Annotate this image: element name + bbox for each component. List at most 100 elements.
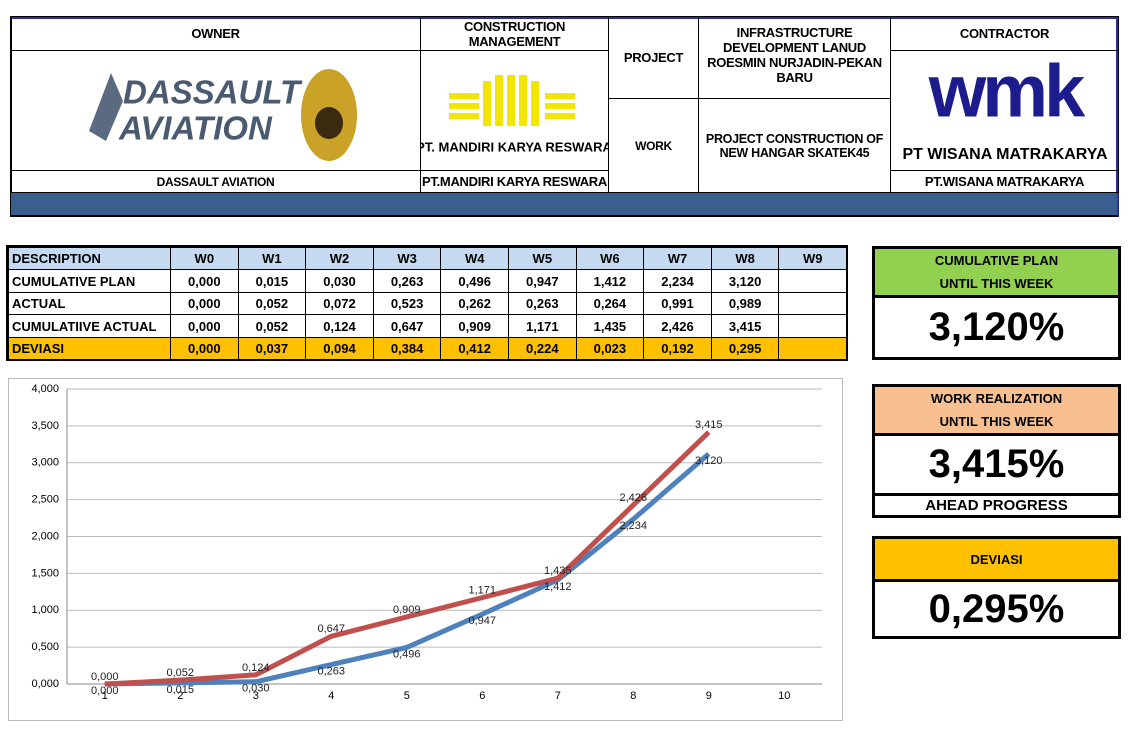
table-cell: 0,991 (643, 292, 712, 315)
cm-name: PT.MANDIRI KARYA RESWARA (420, 170, 609, 193)
column-header: W0 (170, 247, 239, 270)
table-cell: 0,384 (372, 337, 442, 360)
wmk-text: wmk (928, 51, 1086, 133)
table-cell: 0,989 (710, 292, 780, 315)
table-cell: 0,023 (575, 337, 645, 360)
work-status: AHEAD PROGRESS (875, 493, 1118, 515)
data-label: 1,435 (544, 565, 572, 577)
x-tick-label: 10 (778, 690, 790, 702)
table-cell: 1,435 (575, 314, 645, 338)
plan-box: CUMULATIVE PLAN UNTIL THIS WEEK 3,120% (872, 246, 1121, 360)
contractor-logo: wmk PT WISANA MATRAKARYA (890, 50, 1119, 171)
progress-table: DESCRIPTION W0 W1 W2 W3 W4 W5 W6 W7 W8 W9 CUMULATIV… (6, 245, 848, 361)
deviasi-value: 0,295% (928, 586, 1065, 631)
cm-label: CONSTRUCTION MANAGEMENT (420, 16, 609, 51)
column-header: W5 (508, 247, 577, 270)
table-cell (778, 292, 847, 315)
data-label: 1,412 (544, 581, 572, 593)
table-cell: 0,224 (508, 337, 577, 360)
y-tick-label: 1,500 (31, 567, 59, 579)
plan-value: 3,120% (928, 305, 1065, 349)
owner-name: DASSAULT AVIATION (10, 170, 421, 193)
y-tick-label: 1,000 (31, 604, 59, 616)
column-header: DESCRIPTION (8, 247, 171, 270)
series-line (104, 430, 711, 687)
deviasi-box: DEVIASI 0,295% (872, 536, 1121, 639)
x-tick-label: 2 (177, 690, 183, 702)
table-cell: 0,037 (237, 337, 307, 360)
column-header: W2 (305, 247, 374, 270)
data-label: 0,000 (91, 671, 119, 683)
table-cell: 0,262 (440, 292, 509, 315)
data-label: 1,171 (468, 585, 496, 597)
work-value: 3,415% (928, 442, 1065, 486)
row-label: CUMULATIIVE ACTUAL (8, 314, 171, 338)
data-label: 0,496 (393, 648, 421, 660)
table-cell: 0,015 (237, 269, 307, 293)
y-tick-label: 0,500 (31, 641, 59, 653)
logo-text: DASSAULT (123, 74, 303, 111)
x-tick-label: 6 (479, 690, 485, 702)
owner-logo: DASSAULT AVIATION (10, 50, 421, 171)
x-tick-label: 4 (328, 690, 334, 702)
table-cell: 0,000 (170, 269, 239, 293)
emblem (315, 107, 343, 139)
logo-text: AVIATION (118, 110, 273, 147)
x-tick-label: 7 (555, 690, 561, 702)
data-label: 2,426 (619, 492, 647, 504)
y-tick-label: 4,000 (31, 383, 59, 395)
title-line: CUMULATIVE PLAN (934, 253, 1059, 268)
row-label: CUMULATIVE PLAN (8, 269, 171, 293)
x-tick-label: 8 (630, 690, 636, 702)
table-cell: 0,000 (170, 292, 239, 315)
table-cell: 3,415 (710, 314, 780, 338)
y-tick-label: 3,000 (31, 457, 59, 469)
logo-shape (89, 73, 123, 141)
x-tick-label: 1 (102, 690, 108, 702)
table-cell: 0,263 (508, 292, 577, 315)
chart: 0,000 0,500 1,000 1,500 2,000 2,500 3,000 3,500… (8, 378, 843, 721)
x-tick-label: 5 (404, 690, 410, 702)
contractor-label: CONTRACTOR (890, 16, 1119, 51)
data-label: 0,030 (242, 683, 270, 695)
table-cell: 0,192 (643, 337, 712, 360)
data-label: 0,947 (468, 615, 496, 627)
data-label: 0,263 (317, 666, 345, 678)
data-label: 0,015 (166, 684, 194, 696)
cm-logo-art: PT. MANDIRI KARYA RESWARA (416, 75, 612, 154)
cm-bars (449, 75, 575, 126)
y-tick-label: 0,000 (31, 678, 59, 690)
table-cell: 2,426 (643, 314, 712, 338)
column-header: W3 (372, 247, 442, 270)
contractor-name: PT.WISANA MATRAKARYA (890, 170, 1119, 193)
work-box-title: WORK REALIZATION UNTIL THIS WEEK (875, 387, 1118, 436)
owner-label: OWNER (10, 16, 421, 51)
data-label: 3,120 (695, 455, 723, 467)
table-cell: 0,647 (372, 314, 442, 338)
table-cell: 0,000 (170, 337, 239, 360)
table-cell: 0,124 (305, 314, 374, 338)
deviasi-box-title: DEVIASI (875, 539, 1118, 582)
work-box: WORK REALIZATION UNTIL THIS WEEK 3,415% A… (872, 384, 1121, 518)
project-name: INFRASTRUCTURE DEVELOPMENT LANUD ROESMIN… (698, 16, 891, 99)
data-label: 3,415 (695, 419, 723, 431)
data-label: 2,234 (619, 520, 647, 532)
column-header: W6 (575, 247, 645, 270)
table-cell (778, 269, 847, 293)
table-cell: 0,496 (440, 269, 509, 293)
y-tick-label: 3,500 (31, 420, 59, 432)
table-cell: 0,072 (305, 292, 374, 315)
table-cell: 1,171 (508, 314, 577, 338)
contractor-logo-text: PT WISANA MATRAKARYA (902, 146, 1107, 163)
x-tick-label: 9 (706, 690, 712, 702)
data-label: 0,052 (166, 667, 194, 679)
column-header: W7 (643, 247, 712, 270)
title-line: UNTIL THIS WEEK (939, 414, 1054, 429)
column-header: W4 (440, 247, 509, 270)
table-cell: 3,120 (710, 269, 780, 293)
table-cell: 0,947 (508, 269, 577, 293)
x-tick-label: 3 (253, 690, 259, 702)
y-tick-label: 2,000 (31, 530, 59, 542)
data-label: 0,647 (317, 623, 345, 635)
plan-box-title: CUMULATIVE PLAN UNTIL THIS WEEK (875, 249, 1118, 298)
